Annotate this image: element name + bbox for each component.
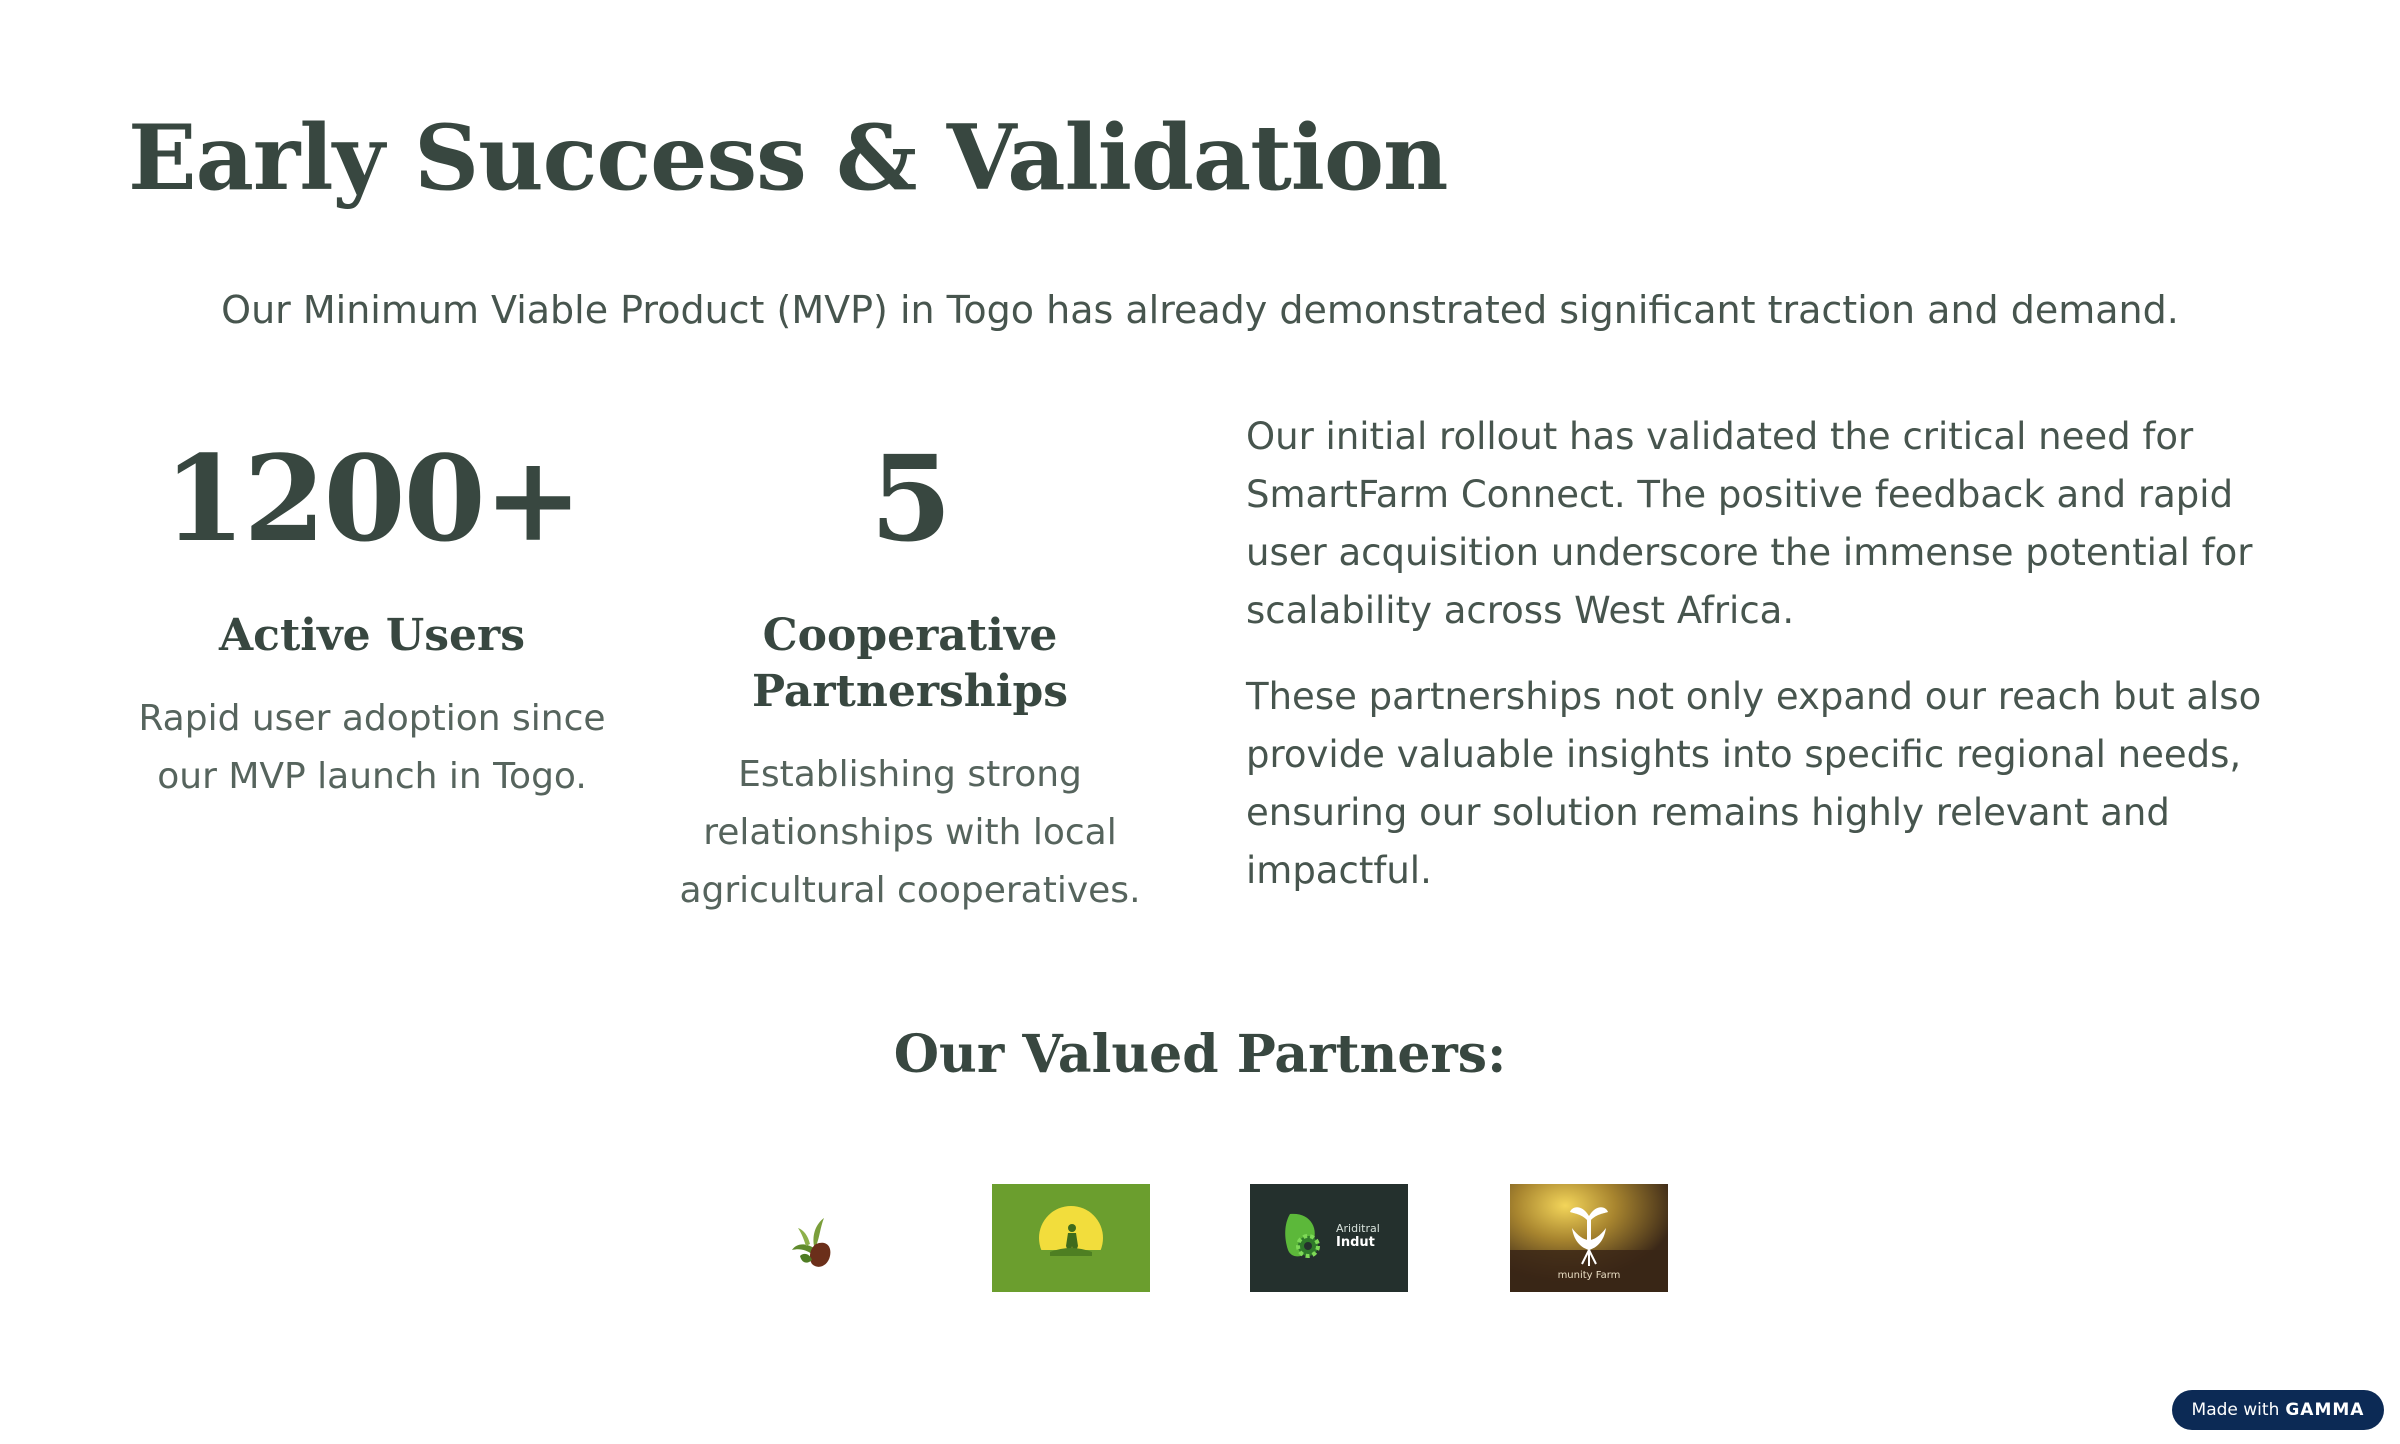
stat-value: 5 xyxy=(869,429,952,568)
stat-description: Establishing strong relationships with l… xyxy=(679,754,1141,911)
farmer-sunrise-logo-icon xyxy=(992,1184,1150,1292)
stat-label: Active Users xyxy=(219,610,525,661)
narrative-paragraph: Our initial rollout has validated the cr… xyxy=(1246,415,2253,632)
gear-leaf-logo-icon: Ariditral Indut xyxy=(1250,1184,1408,1292)
partner-logo-2 xyxy=(992,1184,1150,1292)
svg-text:Indut: Indut xyxy=(1336,1235,1375,1250)
stat-value: 1200+ xyxy=(163,429,582,568)
stat-description: Rapid user adoption since our MVP launch… xyxy=(138,698,606,797)
stat-label: Cooperative Partnerships xyxy=(751,610,1069,717)
gamma-logo-text: GAMMA xyxy=(2285,1400,2365,1420)
narrative-block: Our initial rollout has validated the cr… xyxy=(1246,408,2306,928)
hands-plant-logo-icon: munity Farm xyxy=(1510,1184,1668,1292)
stat-cooperative-partnerships: 5 Cooperative Partnerships Establishing … xyxy=(670,424,1150,920)
partner-logo-1 xyxy=(734,1184,892,1292)
page-title: Early Success & Validation xyxy=(128,105,1448,211)
partners-heading: Our Valued Partners: xyxy=(893,1024,1507,1085)
partner-logo-4: munity Farm xyxy=(1510,1184,1668,1292)
badge-prefix: Made with xyxy=(2191,1400,2280,1420)
partner-logo-3: Ariditral Indut xyxy=(1250,1184,1408,1292)
narrative-paragraph: These partnerships not only expand our r… xyxy=(1246,675,2262,892)
stat-active-users: 1200+ Active Users Rapid user adoption s… xyxy=(128,424,616,806)
svg-text:munity Farm: munity Farm xyxy=(1558,1270,1621,1281)
svg-text:Ariditral: Ariditral xyxy=(1336,1222,1380,1235)
page-subtitle: Our Minimum Viable Product (MVP) in Togo… xyxy=(221,288,2179,332)
sprout-leaf-logo-icon xyxy=(792,1218,831,1267)
made-with-gamma-badge[interactable]: Made with GAMMA xyxy=(2172,1390,2384,1430)
